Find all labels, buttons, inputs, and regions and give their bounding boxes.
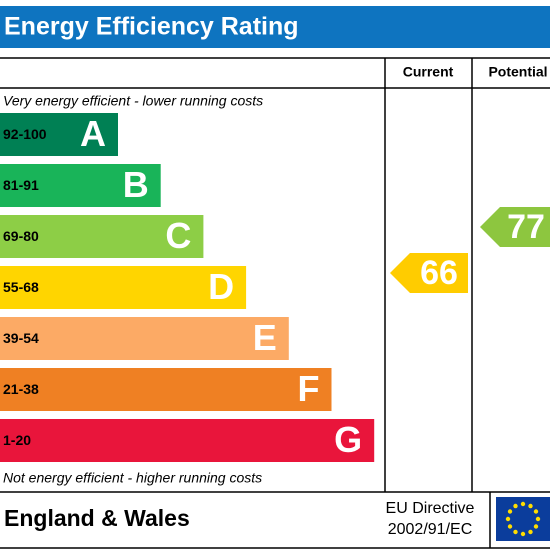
flag-star [513, 503, 518, 509]
flag-star [533, 509, 539, 514]
band-range: 21-38 [3, 381, 39, 397]
band-bar [0, 113, 118, 156]
band-range: 39-54 [3, 330, 39, 346]
band-letter: F [298, 368, 320, 409]
directive: EU Directive [386, 500, 475, 517]
title: Energy Efficiency Rating [4, 13, 299, 41]
flag-star [513, 529, 518, 535]
flag-star [520, 501, 526, 507]
band-letter: D [208, 266, 234, 307]
directive: 2002/91/EC [388, 521, 473, 538]
flag-star [533, 524, 539, 529]
band-letter: C [165, 215, 191, 256]
rating-value: 77 [507, 208, 545, 246]
flag-star [528, 529, 533, 535]
rating-value: 66 [420, 254, 458, 292]
rating-arrow [480, 207, 550, 247]
band-range: 55-68 [3, 279, 39, 295]
band-bar [0, 266, 247, 309]
band-range: 81-91 [3, 177, 39, 193]
band-letter: G [334, 419, 362, 460]
band-letter: A [80, 113, 106, 154]
band-bar [0, 419, 375, 462]
rating-arrow [390, 253, 468, 293]
frame [0, 57, 550, 549]
flag-star [507, 509, 513, 514]
band-range: 1-20 [3, 432, 31, 448]
band-bar [0, 368, 332, 411]
title-bar [0, 6, 550, 48]
flag-star [535, 516, 541, 522]
region: England & Wales [4, 505, 190, 531]
band-bar [0, 164, 161, 207]
column-header: Current [403, 64, 454, 80]
bottom-note: Not energy efficient - higher running co… [3, 470, 262, 486]
band-letter: E [253, 317, 277, 358]
band-bar [0, 215, 204, 258]
band-letter: B [123, 164, 149, 205]
top-note: Very energy efficient - lower running co… [3, 93, 263, 109]
flag-star [505, 516, 511, 522]
flag-star [528, 503, 533, 509]
column-header: Potential [488, 64, 547, 80]
flag-star [520, 531, 526, 537]
band-range: 92-100 [3, 126, 47, 142]
band-bar [0, 317, 289, 360]
flag-star [507, 524, 513, 529]
band-range: 69-80 [3, 228, 39, 244]
